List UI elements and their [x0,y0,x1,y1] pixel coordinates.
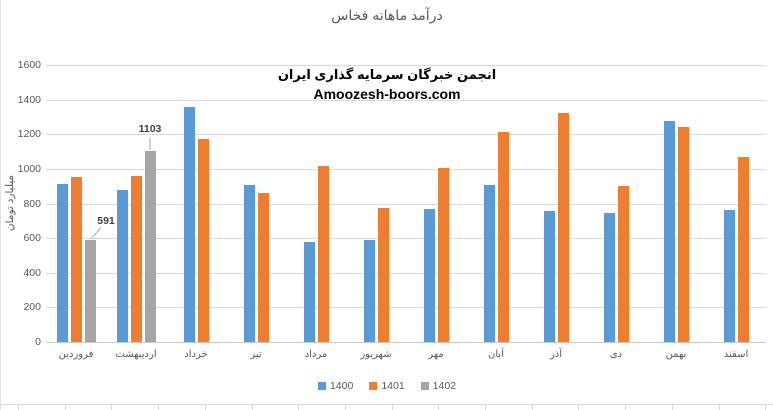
bar-series-1400-cat-6[interactable] [363,239,375,342]
worksheet-column-tick [485,405,486,410]
y-tick-label: 1600 [17,59,41,71]
x-tick-label-month-6: شهریور [360,349,392,360]
worksheet-column-tick [672,405,673,410]
gridline [46,307,766,309]
y-tick-label: 1400 [17,93,41,106]
x-axis-line [46,342,766,343]
legend-swatch-1400 [317,382,326,390]
gridline [46,134,766,136]
bar-series-1401-cat-12[interactable] [737,156,749,342]
legend-swatch-1402 [420,382,429,390]
watermark: انجمن خبرگان سرمایه گذاری ایران Amoozesh… [1,66,773,104]
x-tick-label-month-10: دی [609,349,623,360]
bar-series-1400-cat-10[interactable] [603,213,615,342]
worksheet-column-tick [65,405,66,410]
worksheet-column-tick [438,405,439,410]
y-tick-label: 600 [23,232,41,245]
data-label-591: 591 [97,214,115,227]
bar-series-1400-cat-8[interactable] [483,185,495,342]
bar-series-1401-cat-9[interactable] [557,112,569,342]
watermark-line1: انجمن خبرگان سرمایه گذاری ایران [277,67,497,82]
worksheet-column-tick [111,405,112,410]
worksheet-column-tick [625,405,626,410]
watermark-line2: Amoozesh-boors.com [313,86,461,102]
worksheet-column-tick [18,405,19,410]
bar-series-1400-cat-2[interactable] [116,189,128,342]
bar-series-1401-cat-7[interactable] [437,168,449,342]
gridline [46,238,766,240]
x-tick-label-month-12: اسفند [723,349,749,360]
bar-series-1401-cat-8[interactable] [497,131,509,342]
legend-swatch-1401 [369,382,378,390]
worksheet-column-tick [205,405,206,410]
x-tick-label-month-5: مرداد [304,349,328,360]
bar-series-1401-cat-10[interactable] [617,186,629,342]
bar-series-1401-cat-1[interactable] [70,176,82,342]
worksheet-column-tick [392,405,393,410]
gridline [46,168,766,170]
worksheet-column-tick [532,405,533,410]
worksheet-column-tick [158,405,159,410]
bar-series-1400-cat-7[interactable] [423,208,435,342]
y-tick-label: 0 [35,336,41,348]
worksheet-column-tick [298,405,299,410]
worksheet-column-tick [719,405,720,410]
x-tick-label-month-2: اردیبهشت [115,349,157,360]
worksheet-column-tick [765,405,766,410]
x-tick-label-month-1: فروردین [58,349,94,360]
x-tick-label-month-8: آبان [488,349,504,360]
legend: 1400 1401 1402 [1,380,773,392]
y-tick-label: 1200 [17,128,41,141]
legend-label-1400: 1400 [329,380,354,392]
bar-series-1401-cat-2[interactable] [130,175,142,342]
bar-series-1401-cat-3[interactable] [197,138,209,342]
bar-series-1402-cat-1[interactable] [84,239,96,342]
bar-series-1400-cat-4[interactable] [243,185,255,342]
legend-item-1402[interactable]: 1402 [420,380,457,392]
bar-series-1400-cat-1[interactable] [56,184,68,342]
legend-label-1402: 1402 [432,380,457,392]
bar-series-1401-cat-5[interactable] [317,166,329,342]
x-tick-label-month-3: خرداد [184,349,208,360]
bar-series-1401-cat-4[interactable] [257,193,269,342]
legend-item-1401[interactable]: 1401 [369,380,405,392]
x-tick-label-month-9: آذر [549,349,563,360]
worksheet-column-tick [578,405,579,410]
bar-series-1401-cat-6[interactable] [377,207,389,342]
bar-series-1400-cat-11[interactable] [663,121,675,342]
x-tick-label-month-7: مهر [428,349,444,360]
bar-series-1400-cat-12[interactable] [723,209,735,342]
y-tick-label: 400 [23,266,41,279]
gridline [46,272,766,274]
legend-label-1401: 1401 [381,380,405,392]
data-label-1103: 1103 [138,123,162,136]
legend-item-1400[interactable]: 1400 [317,380,354,392]
chart-title: درآمد ماهانه فخاس [331,7,443,23]
bar-series-1400-cat-3[interactable] [183,107,195,342]
worksheet-column-tick [252,405,253,410]
y-tick-label: 200 [23,301,41,314]
bar-series-1401-cat-11[interactable] [677,127,689,342]
y-tick-label: 1000 [17,162,41,175]
worksheet-edge-strip [1,404,773,410]
bar-series-1400-cat-5[interactable] [303,242,315,342]
y-tick-label: 800 [23,197,41,210]
bar-series-1402-cat-2[interactable] [144,151,156,342]
gridline [46,203,766,205]
x-tick-label-month-4: تیر [250,349,262,360]
worksheet-column-tick [345,405,346,410]
x-tick-label-month-11: بهمن [665,349,687,360]
gridline [46,65,766,66]
gridline [46,99,766,101]
bar-series-1400-cat-9[interactable] [543,211,555,342]
